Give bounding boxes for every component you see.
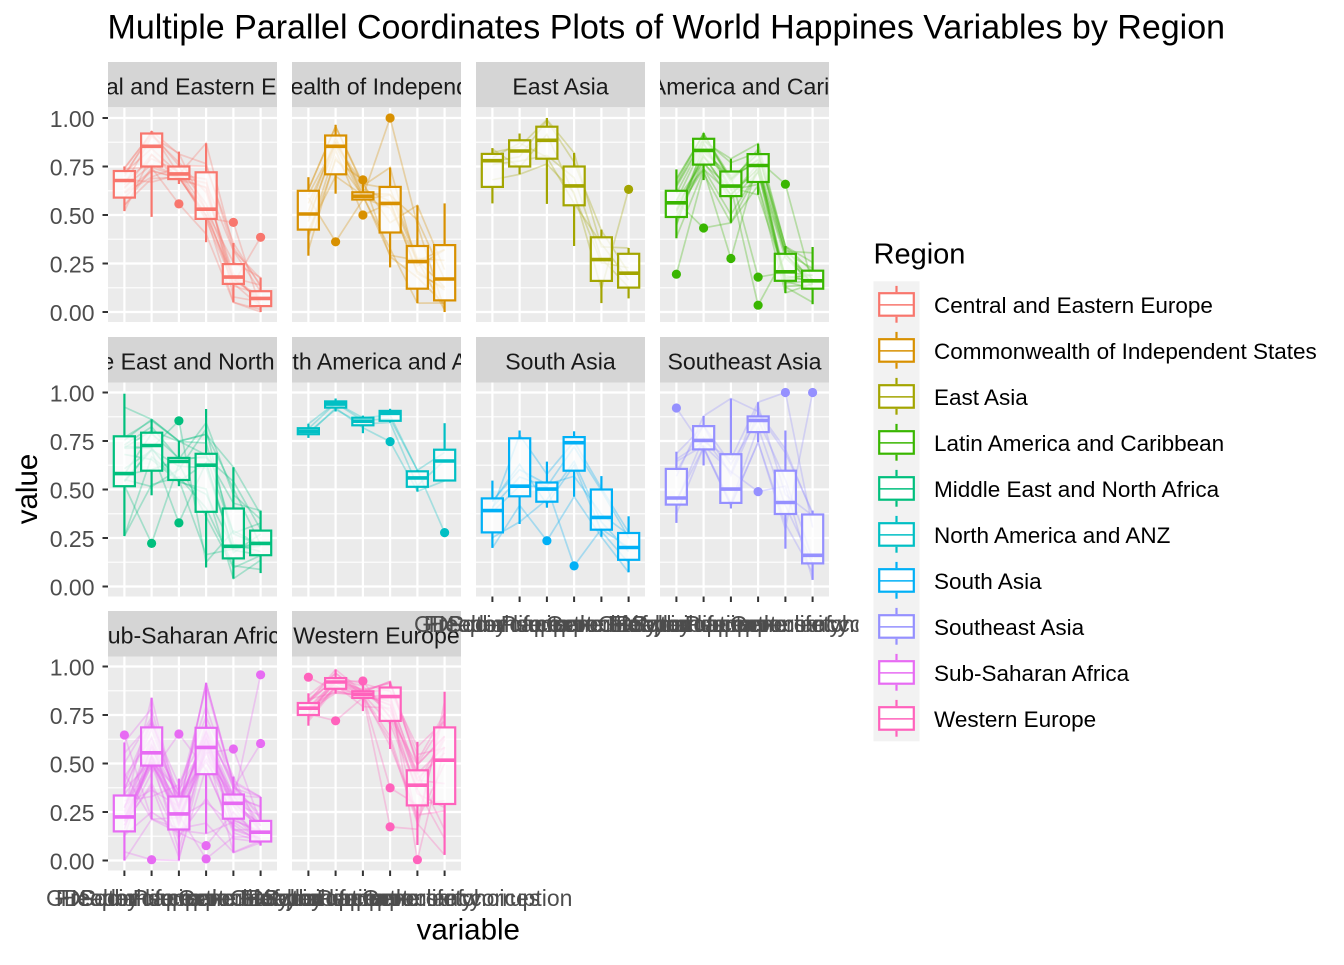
svg-text:GDP per capita: GDP per capita: [46, 885, 203, 911]
svg-text:Perceptions of corruption: Perceptions of corruption: [317, 885, 573, 911]
svg-text:0.50: 0.50: [50, 478, 95, 504]
svg-text:North America and ANZ: North America and ANZ: [934, 523, 1171, 548]
svg-text:0.25: 0.25: [50, 526, 95, 552]
svg-text:1.00: 1.00: [50, 381, 95, 407]
svg-text:Social support: Social support: [447, 611, 593, 637]
svg-text:Freedom to make life choices: Freedom to make life choices: [56, 885, 356, 911]
svg-text:0.00: 0.00: [50, 575, 95, 601]
svg-text:Social support: Social support: [79, 885, 225, 911]
svg-text:0.75: 0.75: [50, 429, 95, 455]
svg-text:Freedom to make life choices: Freedom to make life choices: [424, 611, 724, 637]
svg-text:South Asia: South Asia: [934, 569, 1042, 594]
svg-text:Commonwealth of Independent St: Commonwealth of Independent States: [934, 339, 1317, 364]
svg-text:Freedom to make life choices: Freedom to make life choices: [240, 885, 540, 911]
svg-text:Healthy life expectancy: Healthy life expectancy: [613, 611, 850, 637]
svg-text:Commonwealth of Independent St: Commonwealth of Independent States: [180, 74, 573, 100]
svg-text:Generosity: Generosity: [362, 885, 474, 911]
svg-text:variable: variable: [417, 914, 520, 947]
svg-text:1.00: 1.00: [50, 106, 95, 132]
svg-text:0.25: 0.25: [50, 800, 95, 826]
svg-text:Sub-Saharan Africa: Sub-Saharan Africa: [934, 661, 1130, 686]
svg-text:0.75: 0.75: [50, 703, 95, 729]
svg-text:Generosity: Generosity: [546, 611, 658, 637]
svg-text:value: value: [11, 454, 44, 525]
svg-text:East Asia: East Asia: [512, 74, 608, 100]
svg-text:Social support: Social support: [263, 885, 409, 911]
svg-text:Social support: Social support: [631, 611, 777, 637]
svg-text:Central and Eastern Europe: Central and Eastern Europe: [934, 293, 1213, 318]
svg-text:Western Europe: Western Europe: [934, 707, 1096, 732]
svg-text:0.00: 0.00: [50, 849, 95, 875]
svg-text:0.50: 0.50: [50, 203, 95, 229]
svg-text:Healthy life expectancy: Healthy life expectancy: [429, 611, 666, 637]
svg-text:Multiple Parallel Coordinates: Multiple Parallel Coordinates Plots of W…: [108, 9, 1226, 47]
svg-text:Middle East and North Africa: Middle East and North Africa: [934, 477, 1220, 502]
svg-text:Southeast Asia: Southeast Asia: [934, 615, 1085, 640]
svg-text:Healthy life expectancy: Healthy life expectancy: [61, 885, 298, 911]
svg-text:GDP per capita: GDP per capita: [414, 611, 571, 637]
svg-text:GDP per capita: GDP per capita: [598, 611, 755, 637]
svg-text:South Asia: South Asia: [505, 349, 616, 375]
svg-text:0.25: 0.25: [50, 252, 95, 278]
svg-text:North America and ANZ: North America and ANZ: [255, 349, 498, 375]
svg-text:Region: Region: [874, 239, 966, 271]
svg-text:Latin America and Caribbean: Latin America and Caribbean: [934, 431, 1224, 456]
svg-text:Generosity: Generosity: [730, 611, 842, 637]
svg-text:East Asia: East Asia: [934, 385, 1028, 410]
svg-text:Perceptions of corruption: Perceptions of corruption: [133, 885, 389, 911]
svg-text:Central and Eastern Europe: Central and Eastern Europe: [49, 74, 335, 100]
svg-text:GDP per capita: GDP per capita: [230, 885, 387, 911]
svg-text:0.50: 0.50: [50, 752, 95, 778]
svg-text:Latin America and Caribbean: Latin America and Caribbean: [596, 74, 894, 100]
svg-text:1.00: 1.00: [50, 655, 95, 681]
svg-text:Perceptions of corruption: Perceptions of corruption: [685, 611, 941, 637]
svg-text:0.75: 0.75: [50, 155, 95, 181]
svg-text:Freedom to make life choices: Freedom to make life choices: [608, 611, 908, 637]
svg-text:Western Europe: Western Europe: [293, 623, 459, 649]
svg-text:Healthy life expectancy: Healthy life expectancy: [245, 885, 482, 911]
svg-text:Southeast Asia: Southeast Asia: [667, 349, 821, 375]
svg-text:Middle East and North Africa: Middle East and North Africa: [46, 349, 339, 375]
svg-text:Sub-Saharan Africa: Sub-Saharan Africa: [92, 623, 292, 649]
svg-text:Perceptions of corruption: Perceptions of corruption: [501, 611, 757, 637]
svg-text:0.00: 0.00: [50, 300, 95, 326]
svg-text:Generosity: Generosity: [178, 885, 290, 911]
